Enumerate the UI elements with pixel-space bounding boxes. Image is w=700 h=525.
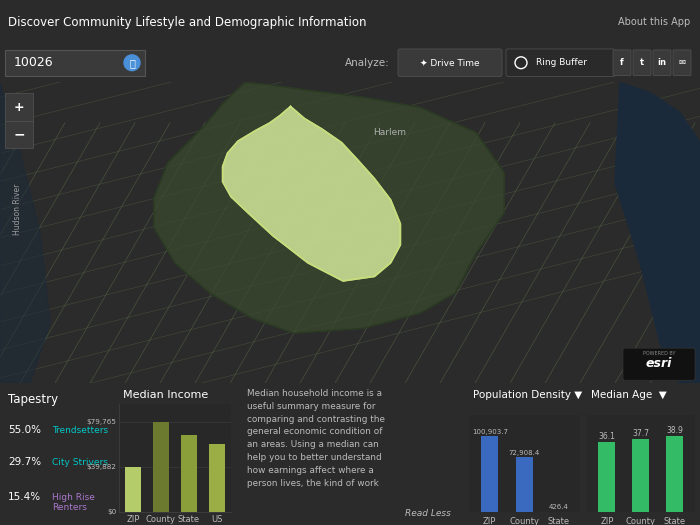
Text: 36.1: 36.1	[598, 432, 615, 441]
Text: Discover Community Lifestyle and Demographic Information: Discover Community Lifestyle and Demogra…	[8, 16, 367, 28]
Text: Median Age  ▼: Median Age ▼	[591, 391, 666, 401]
Text: ✦ Drive Time: ✦ Drive Time	[420, 58, 480, 67]
Text: 426.4: 426.4	[549, 504, 569, 510]
FancyBboxPatch shape	[398, 49, 502, 77]
Text: 38.9: 38.9	[666, 426, 683, 435]
Text: 15.4%: 15.4%	[8, 492, 41, 502]
Bar	[181, 435, 197, 512]
Text: Hudson River: Hudson River	[13, 183, 22, 235]
Polygon shape	[0, 82, 50, 383]
Text: Analyze:: Analyze:	[345, 58, 390, 68]
Text: ✉: ✉	[678, 58, 685, 67]
Polygon shape	[223, 107, 400, 281]
FancyBboxPatch shape	[5, 50, 145, 76]
FancyBboxPatch shape	[506, 49, 615, 77]
Text: Read Less: Read Less	[405, 509, 452, 518]
Text: Population Density ▼: Population Density ▼	[473, 391, 582, 401]
Bar	[209, 444, 225, 512]
Text: Median household income is a
useful summary measure for
comparing and contrastin: Median household income is a useful summ…	[247, 389, 385, 488]
Text: 55.0%: 55.0%	[8, 425, 41, 435]
Text: About this App: About this App	[618, 17, 690, 27]
Text: in: in	[657, 58, 666, 67]
Bar	[598, 442, 615, 512]
Circle shape	[124, 55, 140, 71]
Text: 37.7: 37.7	[632, 429, 650, 438]
Text: 72,908.4: 72,908.4	[509, 450, 540, 456]
Text: Trendsetters: Trendsetters	[52, 426, 108, 435]
FancyBboxPatch shape	[623, 348, 695, 380]
FancyBboxPatch shape	[5, 93, 33, 148]
Bar	[516, 457, 533, 512]
Text: 29.7%: 29.7%	[8, 457, 41, 467]
FancyBboxPatch shape	[633, 50, 651, 76]
Polygon shape	[615, 82, 700, 383]
Text: Tapestry: Tapestry	[8, 393, 58, 406]
Bar	[632, 439, 650, 512]
Bar	[481, 436, 498, 512]
Text: City Strivers: City Strivers	[52, 458, 108, 467]
Text: Renters: Renters	[52, 502, 87, 511]
Text: esri: esri	[646, 357, 672, 370]
Text: Harlem: Harlem	[374, 128, 407, 136]
Bar	[125, 467, 141, 512]
Text: Median Income: Median Income	[123, 391, 209, 401]
Text: 10026: 10026	[14, 56, 54, 69]
Text: POWERED BY: POWERED BY	[643, 351, 676, 355]
Text: t: t	[640, 58, 644, 67]
Text: Ring Buffer: Ring Buffer	[536, 58, 587, 67]
Text: High Rise: High Rise	[52, 492, 94, 501]
FancyBboxPatch shape	[613, 50, 631, 76]
FancyBboxPatch shape	[673, 50, 691, 76]
Polygon shape	[154, 82, 504, 333]
Text: +: +	[14, 101, 24, 114]
Text: f: f	[620, 58, 624, 67]
FancyBboxPatch shape	[653, 50, 671, 76]
Text: 100,903.7: 100,903.7	[472, 429, 507, 435]
Bar	[153, 422, 169, 512]
Bar	[666, 436, 683, 512]
Text: ⌕: ⌕	[129, 58, 135, 68]
Text: −: −	[13, 128, 24, 142]
